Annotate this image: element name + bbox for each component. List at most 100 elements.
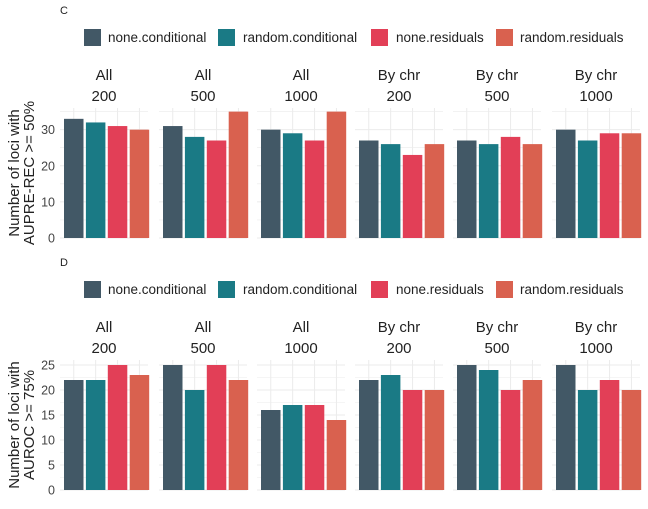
facet-strip-line1: All	[293, 67, 310, 84]
bar-none-residuals	[402, 390, 423, 490]
facet-strip-line2: 200	[386, 340, 411, 357]
bar-random-conditional	[282, 405, 303, 490]
bar-random-residuals	[424, 390, 445, 490]
bar-random-residuals	[129, 375, 150, 490]
facet-strip-line1: By chr	[476, 67, 519, 84]
legend-label: random.residuals	[520, 282, 624, 297]
legend-swatch-random-residuals	[496, 29, 513, 46]
legend-label: random.residuals	[520, 30, 624, 45]
facet-strip-line2: 200	[386, 88, 411, 105]
legend-label: random.conditional	[243, 30, 357, 45]
bar-random-residuals	[228, 111, 249, 238]
y-tick-label: 25	[41, 359, 55, 373]
bar-random-conditional	[184, 390, 205, 490]
bar-random-conditional	[577, 390, 598, 490]
bar-random-conditional	[85, 122, 106, 238]
facet-strip-line2: 500	[190, 88, 215, 105]
y-axis-title-line: Number of loci with	[6, 361, 23, 489]
facet-strip-line2: 1000	[579, 88, 612, 105]
facet-strip-line2: 500	[484, 88, 509, 105]
bar-none-residuals	[107, 365, 128, 490]
y-tick-label: 20	[41, 159, 55, 173]
bar-none-conditional	[261, 410, 281, 490]
legend-label: random.conditional	[243, 282, 357, 297]
facet-strip-line1: By chr	[575, 67, 618, 84]
facet: By chr 500	[453, 319, 543, 491]
bar-random-conditional	[380, 375, 401, 490]
facet: By chr 1000	[552, 67, 642, 239]
bar-random-residuals	[424, 144, 445, 238]
bar-none-conditional	[163, 126, 183, 238]
bar-random-residuals	[621, 133, 642, 238]
bar-none-residuals	[206, 365, 227, 490]
y-axis-title: Number of loci withAUROC >= 75%	[6, 361, 38, 489]
legend: none.conditional random.conditional none.r…	[84, 29, 624, 46]
y-axis-title-line: AUROC >= 75%	[21, 370, 38, 480]
bar-none-conditional	[64, 380, 84, 490]
facet: All 200	[60, 319, 150, 491]
facet-strip-line2: 500	[484, 340, 509, 357]
facet: All 500	[159, 67, 249, 239]
facet-strip-line1: By chr	[378, 319, 421, 336]
facet-strip-line1: All	[293, 319, 310, 336]
legend-swatch-random-conditional	[218, 281, 235, 298]
facet-strip-line2: 1000	[284, 340, 317, 357]
bar-random-conditional	[478, 370, 499, 490]
facet: All 200	[60, 67, 150, 239]
facet-strip-line2: 1000	[284, 88, 317, 105]
y-tick-label: 10	[41, 195, 55, 209]
bar-random-conditional	[282, 133, 303, 238]
panel-label: D	[60, 257, 68, 269]
bar-none-residuals	[206, 140, 227, 238]
y-tick-label: 0	[48, 232, 55, 246]
bar-none-conditional	[261, 129, 281, 238]
y-tick-label: 20	[41, 384, 55, 398]
facet-strip-line1: By chr	[476, 319, 519, 336]
bar-none-conditional	[556, 129, 576, 238]
legend-swatch-none-residuals	[371, 281, 388, 298]
facet: By chr 1000	[552, 319, 642, 491]
bar-none-conditional	[457, 365, 477, 490]
legend-swatch-none-conditional	[84, 29, 101, 46]
facet: By chr 500	[453, 67, 543, 239]
legend-swatch-none-residuals	[371, 29, 388, 46]
panel-label: C	[60, 5, 68, 17]
legend-label: none.conditional	[108, 30, 206, 45]
legend-swatch-random-conditional	[218, 29, 235, 46]
bar-none-residuals	[599, 133, 620, 238]
y-axis-title-line: AUPRE-REC >= 50%	[21, 101, 38, 245]
facet-strip-line1: All	[195, 319, 212, 336]
facet-strip-line2: 500	[190, 340, 215, 357]
facet-strip-line1: All	[195, 67, 212, 84]
bar-random-residuals	[621, 390, 642, 490]
bar-none-residuals	[599, 380, 620, 490]
bar-random-residuals	[326, 420, 347, 490]
bar-random-residuals	[129, 129, 150, 238]
bar-none-conditional	[64, 118, 84, 238]
y-tick-label: 0	[48, 484, 55, 498]
facet-strip-line2: 200	[91, 340, 116, 357]
legend-label: none.conditional	[108, 282, 206, 297]
facet: All 1000	[257, 67, 347, 239]
legend-swatch-none-conditional	[84, 281, 101, 298]
y-tick-label: 10	[41, 434, 55, 448]
bar-none-residuals	[304, 140, 325, 238]
bar-none-conditional	[163, 365, 183, 490]
bar-none-conditional	[359, 380, 379, 490]
bar-random-conditional	[380, 144, 401, 238]
legend: none.conditional random.conditional none.r…	[84, 281, 624, 298]
bar-random-residuals	[228, 380, 249, 490]
facet-strip-line1: By chr	[575, 319, 618, 336]
y-axis-title-line: Number of loci with	[6, 109, 23, 237]
bar-random-residuals	[522, 144, 543, 238]
facet: All 500	[159, 319, 249, 491]
legend-label: none.residuals	[396, 30, 484, 45]
facet-strip-line1: By chr	[378, 67, 421, 84]
legend-swatch-random-residuals	[496, 281, 513, 298]
facet-strip-line1: All	[96, 319, 113, 336]
facet-strip-line2: 1000	[579, 340, 612, 357]
facet: By chr 200	[355, 67, 445, 239]
